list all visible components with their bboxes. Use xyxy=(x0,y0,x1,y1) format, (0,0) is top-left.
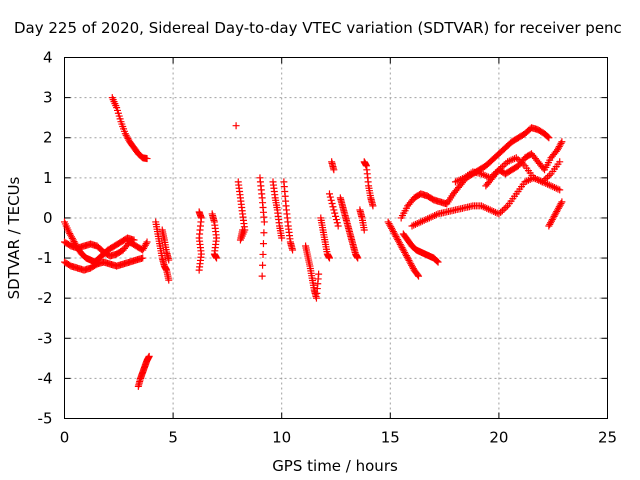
series-arc-s xyxy=(336,194,362,262)
data-point xyxy=(332,216,340,224)
y-tick-label: -4 xyxy=(38,369,53,387)
data-point xyxy=(328,200,336,208)
data-point xyxy=(332,212,340,220)
series-arc-j xyxy=(232,122,240,130)
data-point xyxy=(289,246,297,254)
data-point xyxy=(557,139,565,147)
series-arc-u xyxy=(360,158,377,210)
series-arc-e xyxy=(134,352,153,390)
data-point xyxy=(556,158,564,166)
y-tick-label: 3 xyxy=(43,89,53,107)
y-tick-label: -2 xyxy=(38,289,53,307)
data-point xyxy=(258,272,266,280)
y-tick-label: -5 xyxy=(38,410,53,428)
x-tick-label: 15 xyxy=(381,429,400,447)
data-point xyxy=(354,254,362,262)
data-point xyxy=(165,276,173,284)
series-arc-ab xyxy=(545,198,566,230)
y-tick-label: -1 xyxy=(38,249,53,267)
data-point xyxy=(260,229,268,237)
data-point xyxy=(315,270,323,278)
data-point xyxy=(558,198,566,206)
data-point xyxy=(325,190,333,198)
x-tick-label: 5 xyxy=(168,429,178,447)
data-point xyxy=(142,240,150,248)
data-point xyxy=(433,257,441,265)
series-arc-d xyxy=(108,94,151,163)
data-point xyxy=(558,138,566,146)
data-point xyxy=(414,271,422,279)
data-point xyxy=(326,193,334,201)
series-arc-o xyxy=(302,242,323,302)
data-point xyxy=(143,155,151,163)
y-axis-label: SDTVAR / TECUs xyxy=(5,176,23,299)
axis-ticks: 0 5 10 15 20 25 -5 -4 -3 -2 -1 0 1 2 3 4 xyxy=(38,49,618,447)
data-point xyxy=(232,122,240,130)
data-point xyxy=(333,219,341,227)
data-point xyxy=(259,250,267,258)
data-point xyxy=(278,234,286,242)
chart-title: Day 225 of 2020, Sidereal Day-to-day VTE… xyxy=(14,19,622,37)
data-point xyxy=(213,254,221,262)
data-point xyxy=(434,258,442,266)
data-point xyxy=(545,134,553,142)
data-point xyxy=(329,203,337,211)
data-point xyxy=(334,222,342,230)
series-arc-w xyxy=(399,230,442,266)
series-arc-aa xyxy=(482,138,566,190)
data-point xyxy=(260,218,268,226)
x-tick-label: 10 xyxy=(272,429,291,447)
data-point xyxy=(556,186,564,194)
data-point xyxy=(557,200,565,208)
series-arc-b xyxy=(61,254,147,274)
y-tick-label: 2 xyxy=(43,129,53,147)
series-arc-p xyxy=(317,214,333,262)
data-points xyxy=(61,94,566,390)
data-point xyxy=(325,254,333,262)
data-point xyxy=(544,133,552,141)
x-axis-label: GPS time / hours xyxy=(272,457,398,475)
data-point xyxy=(331,209,339,217)
series-arc-c xyxy=(61,218,138,266)
data-point xyxy=(330,166,338,174)
data-point xyxy=(165,256,173,264)
data-point xyxy=(239,226,247,234)
series-arc-n xyxy=(280,178,297,254)
x-tick-label: 25 xyxy=(598,429,617,447)
data-point xyxy=(143,238,151,246)
data-point xyxy=(145,352,153,360)
data-point xyxy=(330,206,338,214)
series-arc-t xyxy=(356,206,368,234)
series-arc-m xyxy=(269,178,286,242)
series-arc-h xyxy=(195,208,205,274)
data-point xyxy=(369,202,377,210)
y-tick-label: 4 xyxy=(43,49,53,67)
x-tick-label: 0 xyxy=(60,429,70,447)
x-tick-label: 20 xyxy=(489,429,508,447)
grid xyxy=(64,57,608,419)
series-arc-g xyxy=(158,226,173,264)
series-arc-v xyxy=(384,218,423,280)
y-tick-label: 1 xyxy=(43,169,53,187)
plot-frame xyxy=(64,57,608,419)
data-point xyxy=(415,272,423,280)
series-arc-r xyxy=(325,190,342,230)
data-point xyxy=(195,266,203,274)
y-tick-label: 0 xyxy=(43,209,53,227)
series-arc-k xyxy=(234,178,249,244)
data-point xyxy=(259,240,267,248)
data-point xyxy=(130,236,138,244)
data-point xyxy=(259,261,267,269)
data-point xyxy=(327,196,335,204)
y-tick-label: -3 xyxy=(38,329,53,347)
series-arc-i xyxy=(208,210,221,262)
data-point xyxy=(139,254,147,262)
data-point xyxy=(360,226,368,234)
series-arc-q xyxy=(328,158,338,174)
series-arc-l xyxy=(256,174,268,280)
